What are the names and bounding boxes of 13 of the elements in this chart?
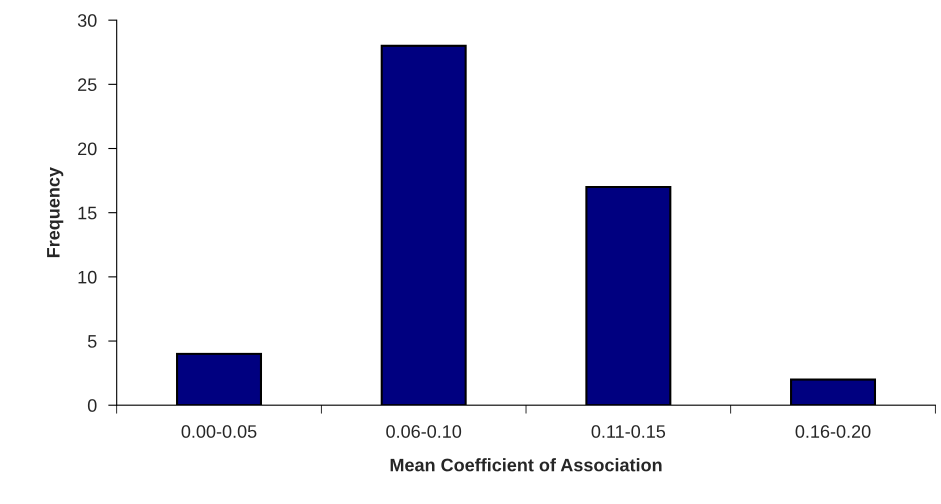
x-tick-label: 0.06-0.10 bbox=[386, 425, 462, 438]
y-tick-label: 15 bbox=[78, 206, 96, 220]
y-tick-label: 0 bbox=[88, 399, 97, 412]
x-tick-label: 0.16-0.20 bbox=[796, 425, 870, 438]
x-tick-label: 0.00-0.05 bbox=[182, 425, 256, 438]
x-tick-label: 0.11-0.15 bbox=[592, 425, 666, 438]
y-tick-label: 10 bbox=[78, 270, 97, 284]
y-tick-label: 5 bbox=[88, 335, 96, 348]
y-axis-title: Frequency bbox=[47, 167, 64, 258]
y-tick-label: 20 bbox=[78, 142, 97, 156]
y-tick-label: 25 bbox=[78, 78, 96, 92]
x-axis-title: Mean Coefficient of Association bbox=[390, 458, 662, 472]
y-tick-label: 30 bbox=[78, 14, 97, 27]
